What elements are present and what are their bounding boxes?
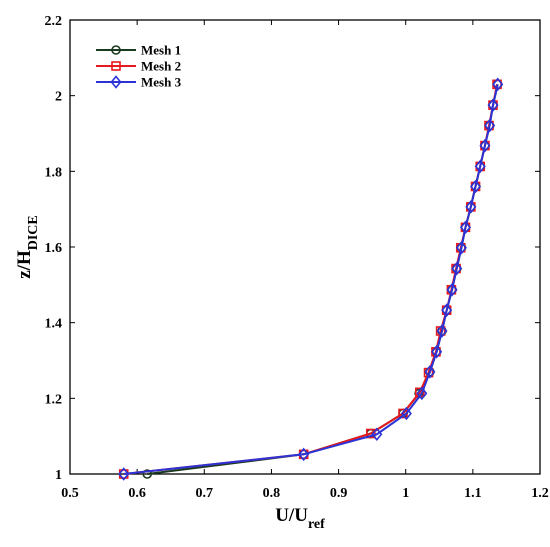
y-tick-label: 1.2 bbox=[45, 392, 63, 407]
x-tick-label: 0.7 bbox=[196, 486, 214, 501]
legend-item-mesh-3: Mesh 3 bbox=[96, 75, 182, 90]
x-tick-label: 1.1 bbox=[464, 486, 482, 501]
series-line-mesh-1 bbox=[147, 84, 498, 474]
series-line-mesh-3 bbox=[124, 84, 498, 474]
y-tick-label: 1.8 bbox=[45, 165, 63, 180]
x-tick-label: 0.5 bbox=[61, 486, 79, 501]
legend-label-mesh-2: Mesh 2 bbox=[141, 59, 181, 74]
y-axis-label-main: z/H bbox=[14, 250, 35, 279]
legend-label-mesh-1: Mesh 1 bbox=[141, 43, 181, 58]
legend-label-mesh-3: Mesh 3 bbox=[141, 75, 182, 90]
series-line-mesh-2 bbox=[124, 84, 497, 474]
series-mesh-3 bbox=[119, 79, 502, 480]
x-axis-ticks: 0.5 0.6 0.7 0.8 0.9 1 1.1 1.2 bbox=[61, 20, 549, 501]
x-tick-label: 1.2 bbox=[531, 486, 549, 501]
series-mesh-2 bbox=[120, 80, 501, 478]
y-tick-label: 2 bbox=[55, 90, 62, 105]
x-tick-label: 0.9 bbox=[330, 486, 348, 501]
y-tick-label: 1.6 bbox=[45, 241, 63, 256]
x-tick-label: 0.6 bbox=[128, 486, 146, 501]
x-axis-label: U/Uref bbox=[275, 505, 325, 532]
x-tick-label: 0.8 bbox=[263, 486, 281, 501]
x-tick-label: 1 bbox=[402, 486, 409, 501]
legend-item-mesh-1: Mesh 1 bbox=[96, 43, 181, 58]
y-tick-label: 2.2 bbox=[45, 14, 63, 29]
y-tick-label: 1 bbox=[55, 468, 62, 483]
series-mesh-1 bbox=[143, 80, 501, 478]
y-axis-label-sub: DICE bbox=[26, 215, 41, 250]
legend-item-mesh-2: Mesh 2 bbox=[96, 59, 181, 74]
x-axis-label-sub: ref bbox=[308, 517, 325, 532]
y-tick-label: 1.4 bbox=[45, 317, 63, 332]
series-layer bbox=[119, 79, 502, 480]
x-axis-label-main: U/U bbox=[275, 505, 308, 526]
y-axis-label: z/HDICE bbox=[14, 215, 41, 279]
